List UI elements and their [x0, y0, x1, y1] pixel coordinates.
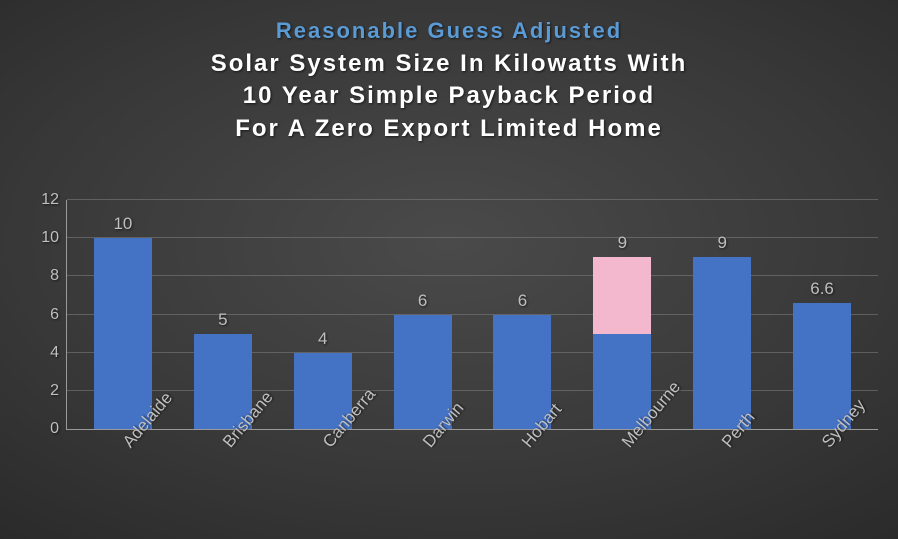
bar [94, 238, 152, 429]
ytick-label: 0 [50, 420, 59, 438]
bar-slot: 5Brisbane [173, 200, 273, 429]
bar-value-label: 4 [318, 329, 327, 349]
ytick-label: 12 [41, 191, 59, 209]
chart-title-block: Reasonable Guess Adjusted Solar System S… [0, 0, 898, 145]
bar-segment-base [94, 238, 152, 429]
chart-title-line1: Solar System Size In Kilowatts With [0, 48, 898, 80]
chart-super-title: Reasonable Guess Adjusted [0, 18, 898, 44]
plot-area: 024681012 10Adelaide5Brisbane4Canberra6D… [66, 200, 878, 430]
bar-value-label: 5 [218, 310, 227, 330]
bar-slot: 6Darwin [373, 200, 473, 429]
bar-slot: 10Adelaide [73, 200, 173, 429]
bar-slot: 4Canberra [273, 200, 373, 429]
ytick-label: 2 [50, 382, 59, 400]
ytick-label: 6 [50, 306, 59, 324]
bar-segment-overlay [593, 257, 651, 333]
ytick-label: 4 [50, 344, 59, 362]
bar-value-label: 9 [717, 233, 726, 253]
bars-layer: 10Adelaide5Brisbane4Canberra6Darwin6Hoba… [67, 200, 878, 429]
ytick-label: 10 [41, 229, 59, 247]
bar [593, 257, 651, 429]
bar-value-label: 6.6 [810, 279, 834, 299]
bar-slot: 6Hobart [473, 200, 573, 429]
bar-slot: 9Melbourne [572, 200, 672, 429]
bar-value-label: 10 [113, 214, 132, 234]
chart-title-line2: 10 Year Simple Payback Period [0, 80, 898, 112]
ytick-label: 8 [50, 267, 59, 285]
bar-slot: 6.6Sydney [772, 200, 872, 429]
bar-segment-base [693, 257, 751, 429]
bar-slot: 9Perth [672, 200, 772, 429]
bar [693, 257, 751, 429]
chart-main-title: Solar System Size In Kilowatts With 10 Y… [0, 48, 898, 145]
bar-value-label: 9 [618, 233, 627, 253]
bar-value-label: 6 [518, 291, 527, 311]
bar-value-label: 6 [418, 291, 427, 311]
chart-title-line3: For A Zero Export Limited Home [0, 113, 898, 145]
